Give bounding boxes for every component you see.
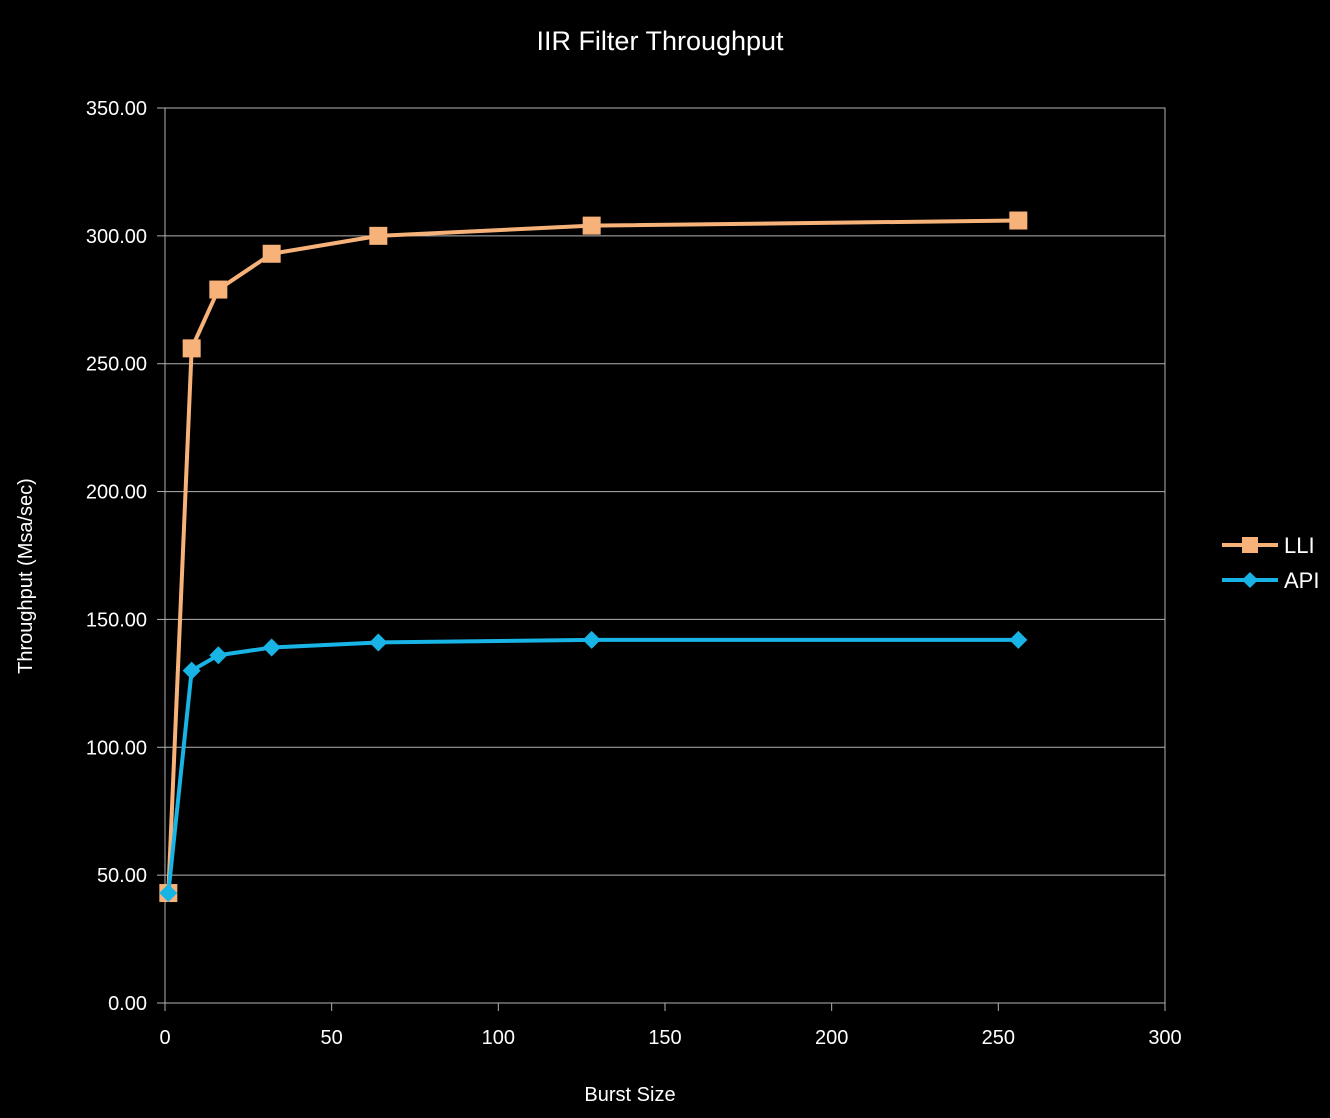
axes [157, 107, 1166, 1011]
series-api-point [369, 633, 388, 652]
x-tick-label: 0 [159, 1027, 170, 1049]
y-tick-label: 100.00 [86, 737, 147, 759]
x-tick-label: 50 [321, 1027, 343, 1049]
legend-lli-marker [1242, 537, 1258, 553]
y-tick-label: 200.00 [86, 482, 147, 504]
legend-api-marker [1242, 572, 1258, 588]
series-api-point [182, 661, 201, 680]
y-tick-label: 0.00 [108, 993, 147, 1015]
series-api-point [262, 638, 281, 657]
legend: LLI API [1222, 533, 1319, 593]
x-tick-label: 150 [648, 1027, 681, 1049]
series-api-point [209, 646, 228, 665]
series-lli-point [369, 226, 388, 245]
x-tick-label: 200 [815, 1027, 848, 1049]
y-tick-label: 250.00 [86, 354, 147, 376]
y-tick-label: 350.00 [86, 98, 147, 120]
series-api [159, 630, 1028, 903]
series-lli-point [1009, 211, 1028, 230]
series-layer [159, 211, 1028, 903]
series-lli-point [209, 280, 228, 299]
x-axis-label: Burst Size [584, 1084, 675, 1106]
series-api-point [159, 884, 178, 903]
plot-frame [164, 107, 1166, 1004]
x-tick-label: 100 [482, 1027, 515, 1049]
series-lli-point [262, 244, 281, 263]
legend-api-label: API [1284, 568, 1319, 593]
legend-lli-label: LLI [1284, 533, 1315, 558]
series-api-point [582, 630, 601, 649]
x-tick-labels: 0 50 100 150 200 250 300 [159, 1027, 1181, 1049]
series-lli-point [182, 339, 201, 358]
y-axis-label: Throughput (Msa/sec) [15, 478, 37, 674]
x-tick-label: 250 [982, 1027, 1015, 1049]
y-tick-labels: 0.00 50.00 100.00 150.00 200.00 250.00 300.00 3… [86, 98, 147, 1015]
y-tick-label: 300.00 [86, 226, 147, 248]
series-api-point [1009, 630, 1028, 649]
chart-title: IIR Filter Throughput [536, 26, 784, 56]
x-tick-label: 300 [1148, 1027, 1181, 1049]
y-tick-label: 150.00 [86, 609, 147, 631]
y-tick-label: 50.00 [97, 865, 147, 887]
series-lli-point [582, 216, 601, 235]
